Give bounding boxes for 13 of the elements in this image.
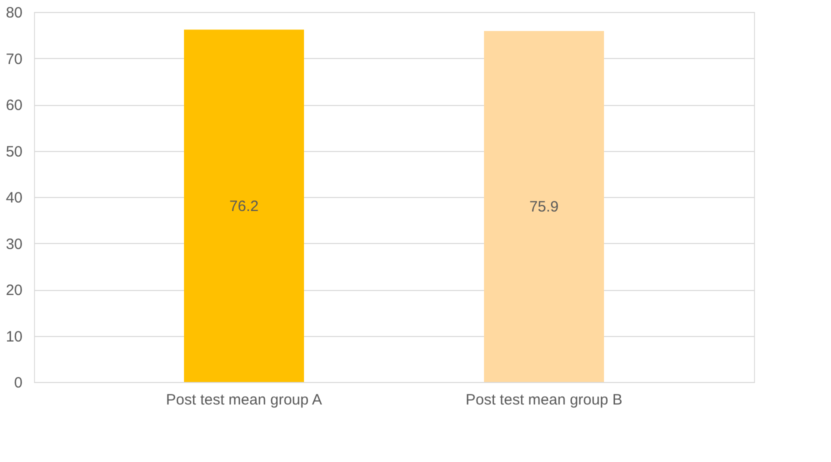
y-tick-label: 70 bbox=[6, 50, 22, 68]
y-tick-label: 40 bbox=[6, 190, 22, 206]
y-tick-label: 30 bbox=[6, 236, 22, 253]
x-tick-label: Post test mean group B bbox=[466, 392, 622, 408]
y-tick-label: 10 bbox=[6, 328, 22, 346]
y-tick-label: 50 bbox=[6, 143, 22, 160]
x-tick-label: Post test mean group A bbox=[166, 392, 322, 408]
data-label: 76.2 bbox=[229, 198, 259, 215]
data-label: 75.9 bbox=[529, 198, 559, 216]
y-tick-label: 0 bbox=[14, 374, 22, 392]
y-tick-label: 20 bbox=[6, 282, 22, 299]
y-tick-label: 80 bbox=[6, 4, 22, 22]
y-tick-label: 60 bbox=[6, 97, 22, 114]
